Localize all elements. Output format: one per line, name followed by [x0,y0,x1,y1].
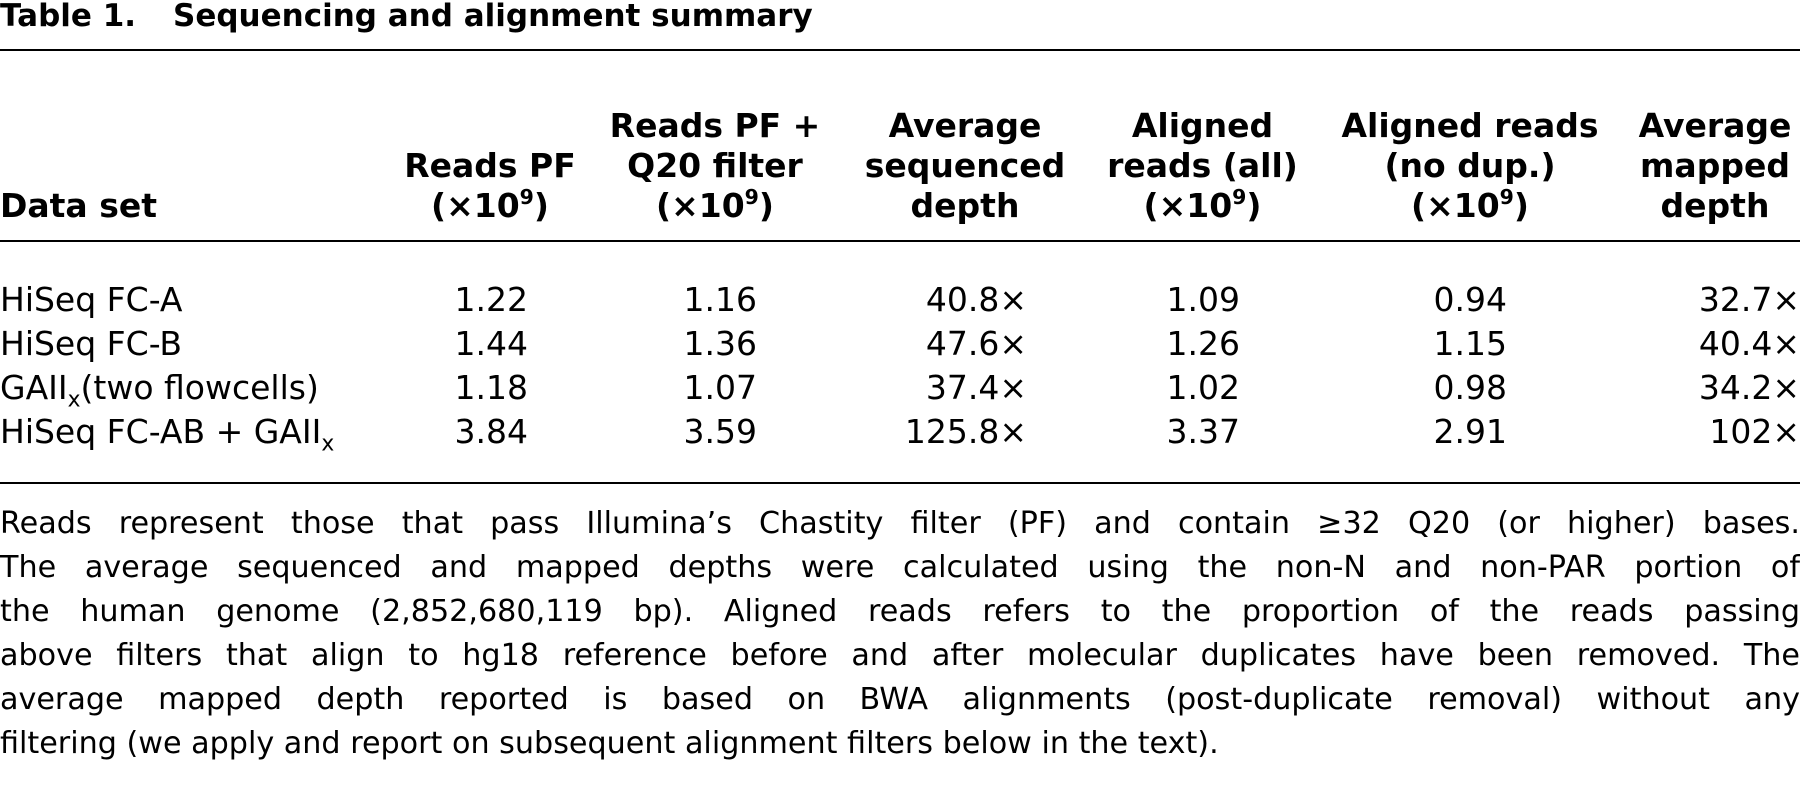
cell-reads-q20: 1.36 [683,324,757,363]
cell-aligned-all: 1.09 [1166,280,1240,319]
cell-reads-pf: 1.44 [454,324,528,363]
header-aligned-nodup: Aligned reads (no dup.) (×109) [1341,106,1599,225]
header-avg-map-depth: Average mapped depth [1638,106,1792,225]
cell-avg-seq-depth: 125.8× [904,412,1027,451]
header-avg-seq-depth: Average sequenced depth [864,106,1066,225]
cell-reads-pf: 1.18 [454,368,528,407]
table-row: HiSeq FC-B 1.44 1.36 47.6× 1.26 1.15 40.… [0,322,1800,366]
footnote-line: filtering (we apply and report on subseq… [0,726,1219,761]
bottom-rule [0,482,1800,484]
cell-reads-q20: 1.16 [683,280,757,319]
cell-reads-q20: 1.07 [683,368,757,407]
cell-aligned-all: 3.37 [1166,412,1240,451]
header-aligned-all: Aligned reads (all) (×109) [1107,106,1298,225]
header-reads-pf: Reads PF (×109) [404,146,576,225]
cell-avg-seq-depth: 40.8× [925,280,1027,319]
cell-avg-seq-depth: 47.6× [925,324,1027,363]
top-rule [0,49,1800,51]
cell-dataset: GAIIx(two flowcells) [0,368,319,413]
header-rule [0,240,1800,242]
cell-reads-pf: 3.84 [454,412,528,451]
table-header: Data set Reads PF (×109) Reads PF + Q20 … [0,76,1800,226]
cell-aligned-nodup: 1.15 [1433,324,1507,363]
cell-aligned-nodup: 0.94 [1433,280,1507,319]
cell-reads-q20: 3.59 [683,412,757,451]
cell-reads-pf: 1.22 [454,280,528,319]
cell-aligned-all: 1.02 [1166,368,1240,407]
cell-avg-map-depth: 32.7× [1698,280,1800,319]
table-row: HiSeq FC-A 1.22 1.16 40.8× 1.09 0.94 32.… [0,278,1800,322]
footnote-line: above filters that align to hg18 referen… [0,638,1800,673]
table-caption: Sequencing and alignment summary [173,0,813,34]
cell-avg-map-depth: 34.2× [1698,368,1800,407]
table-row: GAIIx(two flowcells) 1.18 1.07 37.4× 1.0… [0,366,1800,413]
cell-dataset: HiSeq FC-A [0,280,183,319]
header-reads-q20: Reads PF + Q20 filter (×109) [609,106,821,225]
table-body: HiSeq FC-A 1.22 1.16 40.8× 1.09 0.94 32.… [0,278,1800,457]
footnote-line: the human genome (2,852,680,119 bp). Ali… [0,594,1800,629]
table-footnote: Reads represent those that pass Illumina… [0,502,1800,766]
cell-dataset: HiSeq FC-B [0,324,183,363]
cell-avg-seq-depth: 37.4× [925,368,1027,407]
cell-avg-map-depth: 40.4× [1698,324,1800,363]
cell-aligned-nodup: 0.98 [1433,368,1507,407]
footnote-line: The average sequenced and mapped depths … [0,550,1800,585]
cell-aligned-nodup: 2.91 [1433,412,1507,451]
cell-avg-map-depth: 102× [1709,412,1800,451]
header-dataset: Data set [0,186,157,225]
cell-aligned-all: 1.26 [1166,324,1240,363]
footnote-line: average mapped depth reported is based o… [0,682,1800,717]
table-row: HiSeq FC-AB + GAIIx 3.84 3.59 125.8× 3.3… [0,410,1800,457]
footnote-line: Reads represent those that pass Illumina… [0,506,1800,541]
cell-dataset: HiSeq FC-AB + GAIIx [0,412,335,457]
table-number: Table 1. [0,0,137,34]
table-title: Table 1. Sequencing and alignment summar… [0,0,1800,40]
